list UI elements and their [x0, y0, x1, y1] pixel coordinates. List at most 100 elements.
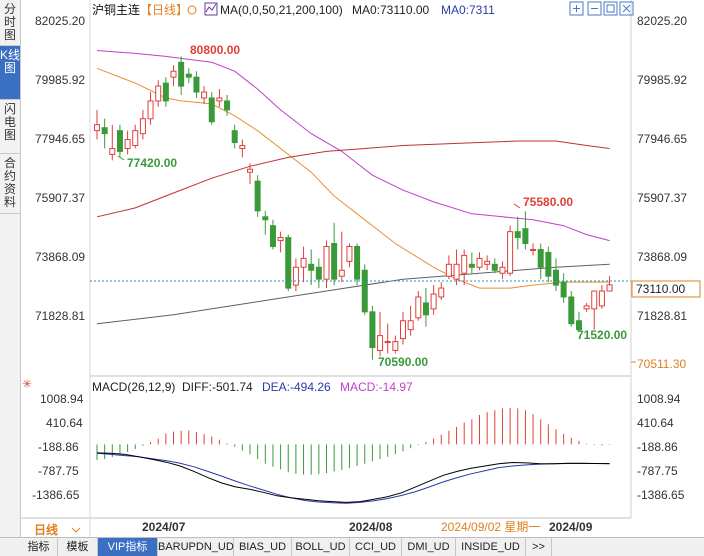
kline-chart[interactable]: 82025.20 79985.92 77946.65 75907.37 7386…	[0, 0, 704, 537]
price-tick-right-1: 79985.92	[637, 73, 687, 87]
ma-value-2: MA0:7311	[441, 3, 495, 17]
candle-body	[545, 251, 552, 277]
macd-dea: DEA:-494.26	[262, 380, 331, 394]
candle-body	[224, 100, 231, 111]
candle-body	[445, 263, 452, 277]
peak-annotation: 75580.00	[523, 195, 573, 209]
current-price-label: 73110.00	[636, 282, 685, 296]
low-annotation-2: 70590.00	[378, 355, 428, 369]
close-icon[interactable]	[619, 1, 634, 16]
tab-templates[interactable]: 模板	[58, 538, 98, 556]
low-annotation-1: 77420.00	[127, 156, 177, 170]
candle-body	[155, 85, 162, 102]
settings-icon[interactable]	[603, 1, 618, 16]
candle-body	[400, 320, 406, 340]
candle-body	[361, 269, 368, 313]
candle-body	[262, 216, 269, 221]
candle-body	[124, 139, 131, 149]
zoom-in-icon[interactable]	[569, 1, 584, 16]
candle-body	[606, 284, 613, 292]
candle-body	[461, 254, 468, 274]
moving-average-lines	[96, 50, 610, 325]
low-pointer-1	[117, 155, 125, 161]
candle-body	[315, 266, 322, 280]
nav-tab-flash[interactable]: 闪电图	[0, 100, 20, 154]
candle-body	[553, 269, 559, 286]
candle-body	[178, 61, 185, 87]
candle-body	[430, 293, 437, 310]
candle-body	[560, 281, 567, 298]
candle-body	[285, 237, 292, 289]
candle-body	[507, 231, 514, 274]
candle-body	[499, 266, 506, 274]
left-nav: 分时图 K线图 闪电图 合约资料	[0, 0, 21, 537]
price-tick-left-4: 73868.09	[35, 250, 85, 264]
candle-body	[323, 245, 330, 280]
tab-cci[interactable]: CCI_UD	[350, 538, 402, 556]
tab-dmi[interactable]: DMI_UD	[402, 538, 456, 556]
tab-bias[interactable]: BIAS_UD	[234, 538, 292, 556]
macd-tick-left-0: 1008.94	[40, 392, 84, 406]
high-annotation: 80800.00	[190, 43, 240, 57]
price-tick-right-4: 73868.09	[637, 250, 687, 264]
candle-body	[575, 320, 582, 331]
price-tick-left-0: 82025.20	[35, 14, 85, 28]
nav-tab-contract-info[interactable]: 合约资料	[0, 154, 20, 214]
candle-body	[216, 97, 223, 102]
candle-body	[254, 180, 261, 212]
candle-body	[369, 311, 376, 348]
nav-tab-timeshare[interactable]: 分时图	[0, 0, 20, 46]
time-label-aug: 2024/08	[349, 520, 393, 534]
candle-body	[530, 248, 537, 251]
candle-body	[208, 97, 215, 123]
candle-body	[231, 130, 238, 144]
macd-tick-left-2: -188.86	[38, 440, 79, 454]
indicator-tab-bar: 指标 模板 VIP指标 BARUPDN_UD BIAS_UD BOLL_UD C…	[0, 537, 704, 556]
ma-settings-icon[interactable]	[204, 2, 218, 16]
candle-body	[354, 245, 361, 280]
candle-body	[331, 243, 338, 280]
tab-inside[interactable]: INSIDE_UD	[456, 538, 526, 556]
zoom-out-icon[interactable]	[587, 1, 602, 16]
candle-body	[468, 263, 475, 268]
macd-tick-right-0: 1008.94	[637, 392, 681, 406]
candle-body	[583, 305, 590, 310]
period-indicator[interactable]: 日线	[34, 522, 58, 537]
macd-tick-right-3: -787.75	[637, 464, 678, 478]
candle-body	[109, 147, 116, 155]
chart-grid	[21, 0, 632, 537]
candlesticks	[94, 56, 613, 360]
candle-body	[269, 225, 276, 247]
diff-line	[96, 452, 610, 503]
macd-label: MACD(26,12,9)	[92, 380, 175, 394]
tab-boll[interactable]: BOLL_UD	[292, 538, 350, 556]
candle-body	[101, 127, 108, 135]
candle-body	[239, 145, 246, 149]
macd-tick-left-1: 410.64	[46, 416, 83, 430]
nav-tab-kline[interactable]: K线图	[0, 46, 20, 100]
macd-tick-left-3: -787.75	[38, 464, 79, 478]
cursor-date-label: 2024/09/02 星期一	[441, 520, 540, 534]
price-tick-left-2: 77946.65	[35, 132, 85, 146]
period-dropdown-icon[interactable]	[71, 527, 81, 533]
candle-body	[193, 76, 200, 93]
current-price-box	[631, 280, 701, 298]
candle-body	[484, 260, 491, 265]
macd-pane	[96, 407, 611, 504]
candle-body	[384, 341, 391, 344]
tab-vip-indicators[interactable]: VIP指标	[98, 538, 158, 556]
candle-body	[476, 257, 483, 268]
tab-indicators[interactable]: 指标	[20, 538, 58, 556]
candle-body	[116, 130, 123, 152]
price-tick-left-3: 75907.37	[35, 191, 85, 205]
refresh-icon[interactable]	[187, 5, 197, 15]
price-tick-right-0: 82025.20	[637, 14, 687, 28]
tab-barupdn[interactable]: BARUPDN_UD	[158, 538, 234, 556]
tab-more[interactable]: >>	[526, 538, 552, 556]
candle-body	[514, 231, 521, 239]
price-tick-left-1: 79985.92	[35, 73, 85, 87]
price-tick-left-5: 71828.81	[35, 309, 85, 323]
period-label[interactable]: 【日线】	[140, 3, 188, 17]
candle-body	[338, 269, 345, 277]
time-label-sep: 2024/09	[549, 520, 593, 534]
